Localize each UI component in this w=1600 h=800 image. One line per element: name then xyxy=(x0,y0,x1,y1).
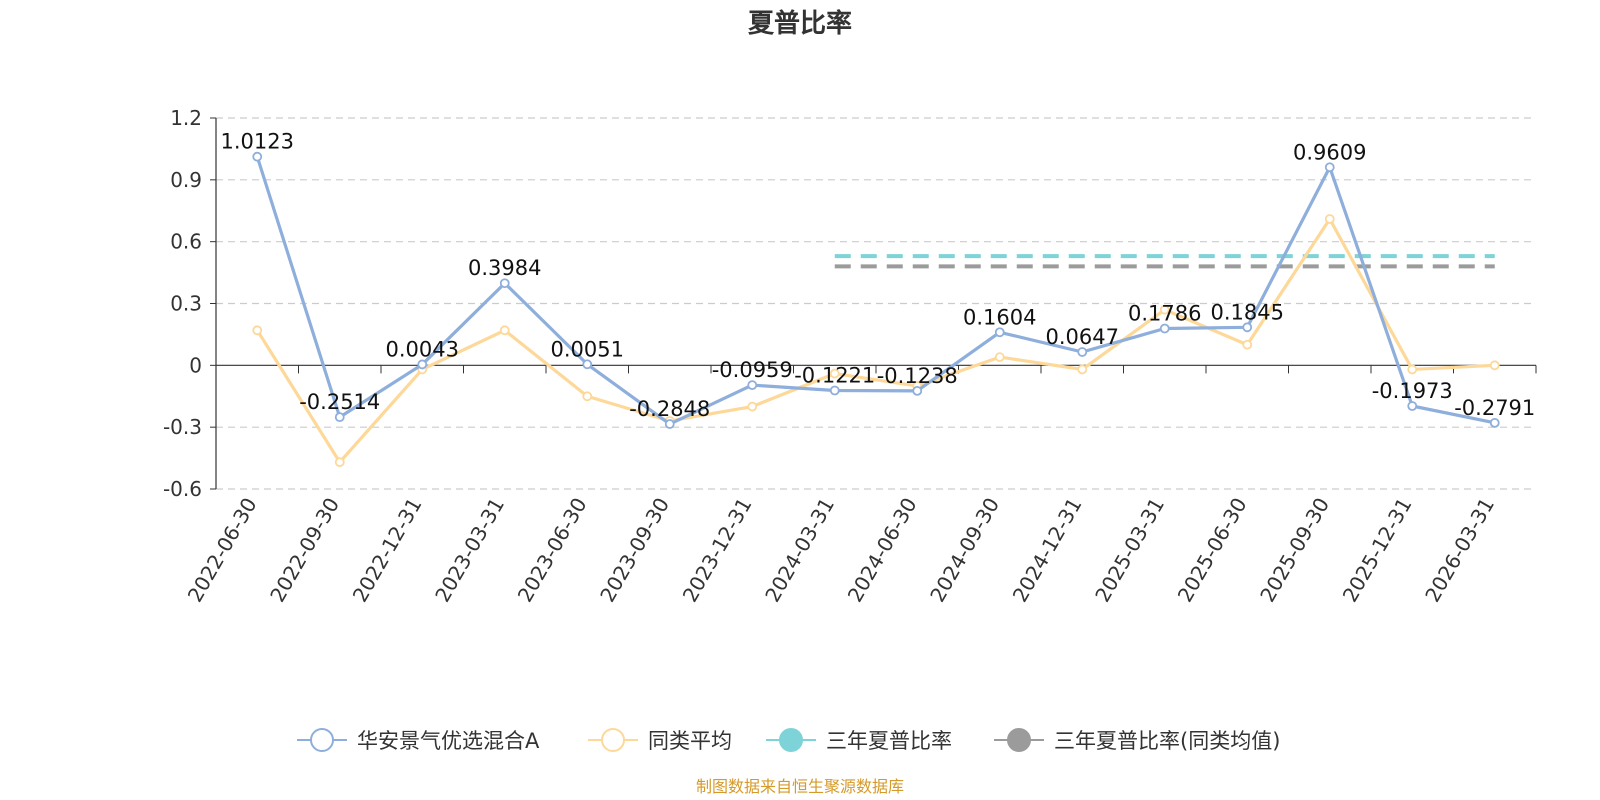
legend-item[interactable]: 三年夏普比率 xyxy=(766,728,952,753)
data-point xyxy=(829,368,840,379)
grid-lines xyxy=(216,117,1536,490)
data-label: 0.1786 xyxy=(1128,302,1201,326)
y-tick-label: 0.9 xyxy=(170,168,202,192)
data-point xyxy=(582,391,593,402)
data-point xyxy=(994,352,1005,362)
legend-item[interactable]: 三年夏普比率(同类均值) xyxy=(994,728,1280,753)
data-point xyxy=(747,380,758,390)
legend-label: 三年夏普比率 xyxy=(826,729,952,753)
y-tick-label: -0.3 xyxy=(163,415,202,439)
legend[interactable]: 华安景气优选混合A 同类平均 三年夏普比率 三年夏普比率(同类均值) xyxy=(297,728,1280,753)
x-tick-label: 2023-03-31 xyxy=(430,494,509,607)
data-point xyxy=(1077,347,1088,357)
data-point xyxy=(499,278,510,289)
x-tick-label: 2024-09-30 xyxy=(925,494,1004,607)
data-label: 1.0123 xyxy=(221,130,294,154)
data-label: -0.1221 xyxy=(794,363,875,387)
x-tick-label: 2024-06-30 xyxy=(843,494,922,607)
reference-lines xyxy=(834,254,1495,269)
data-label: 0.1845 xyxy=(1211,300,1284,324)
legend-marker-icon xyxy=(601,728,625,752)
data-label: -0.1238 xyxy=(877,364,958,388)
legend-marker-icon xyxy=(779,728,803,752)
data-label: 0.0647 xyxy=(1046,325,1119,349)
x-tick-label: 2023-06-30 xyxy=(513,494,592,607)
data-point xyxy=(1077,364,1088,375)
data-label: -0.2514 xyxy=(299,390,380,414)
series-layer xyxy=(252,151,1500,468)
data-point xyxy=(1489,360,1500,371)
data-point xyxy=(252,151,263,162)
x-tick-label: 2025-09-30 xyxy=(1255,494,1334,607)
y-tick-label: 1.2 xyxy=(170,106,202,130)
legend-item[interactable]: 华安景气优选混合A xyxy=(297,728,540,753)
data-point xyxy=(1242,322,1253,333)
data-point xyxy=(1159,304,1170,315)
data-point xyxy=(1489,417,1500,428)
data-point xyxy=(912,385,923,396)
data-point xyxy=(252,325,263,336)
series-line xyxy=(255,217,1495,464)
data-label: -0.1973 xyxy=(1372,379,1453,403)
y-tick-label: -0.6 xyxy=(163,477,202,501)
data-point xyxy=(582,359,593,370)
data-label: 0.9609 xyxy=(1293,140,1366,164)
data-label: 0.0043 xyxy=(386,337,459,361)
y-tick-label: 0.6 xyxy=(170,230,202,254)
data-label: -0.0959 xyxy=(712,358,793,382)
legend-label: 三年夏普比率(同类均值) xyxy=(1054,729,1280,753)
data-label: 0.0051 xyxy=(551,337,624,361)
series-line xyxy=(255,156,1496,426)
x-tick-label: 2026-03-31 xyxy=(1420,494,1499,607)
data-label: -0.2791 xyxy=(1454,396,1535,420)
data-point xyxy=(1407,364,1418,375)
data-point xyxy=(664,419,675,429)
y-tick-label: 0 xyxy=(189,353,202,377)
legend-label: 同类平均 xyxy=(648,729,732,753)
x-tick-label: 2022-12-31 xyxy=(348,494,427,607)
data-point xyxy=(994,327,1005,338)
data-point xyxy=(1407,401,1418,411)
data-point xyxy=(334,412,345,423)
x-tick-label: 2025-03-31 xyxy=(1090,494,1169,607)
data-point xyxy=(829,385,840,396)
data-label: -0.2848 xyxy=(629,397,710,421)
data-point xyxy=(417,359,428,370)
data-point xyxy=(1159,323,1170,334)
x-tick-label: 2025-12-31 xyxy=(1338,494,1417,607)
legend-marker-icon xyxy=(310,728,334,752)
x-tick-label: 2025-06-30 xyxy=(1173,494,1252,607)
chart-title: 夏普比率 xyxy=(748,8,852,39)
data-point xyxy=(1324,214,1335,224)
x-tick-label: 2022-09-30 xyxy=(265,494,344,607)
data-labels: 1.0123-0.25140.00430.39840.0051-0.2848-0… xyxy=(221,130,1536,421)
data-point xyxy=(1324,162,1335,173)
x-tick-label: 2023-12-31 xyxy=(678,494,757,607)
x-tick-label: 2024-12-31 xyxy=(1008,494,1087,607)
x-tick-label: 2023-09-30 xyxy=(595,494,674,607)
data-point xyxy=(499,325,510,336)
x-tick-label: 2024-03-31 xyxy=(760,494,839,607)
data-point xyxy=(1242,339,1253,350)
data-point xyxy=(334,457,345,468)
y-tick-label: 0.3 xyxy=(170,292,202,316)
legend-label: 华安景气优选混合A xyxy=(357,729,540,753)
x-tick-label: 2022-06-30 xyxy=(183,494,262,607)
data-label: 0.1604 xyxy=(963,305,1036,329)
source-note: 制图数据来自恒生聚源数据库 xyxy=(696,777,904,796)
data-label: 0.3984 xyxy=(468,256,541,280)
legend-item[interactable]: 同类平均 xyxy=(588,728,732,753)
data-point xyxy=(747,401,758,412)
legend-marker-icon xyxy=(1007,728,1031,752)
